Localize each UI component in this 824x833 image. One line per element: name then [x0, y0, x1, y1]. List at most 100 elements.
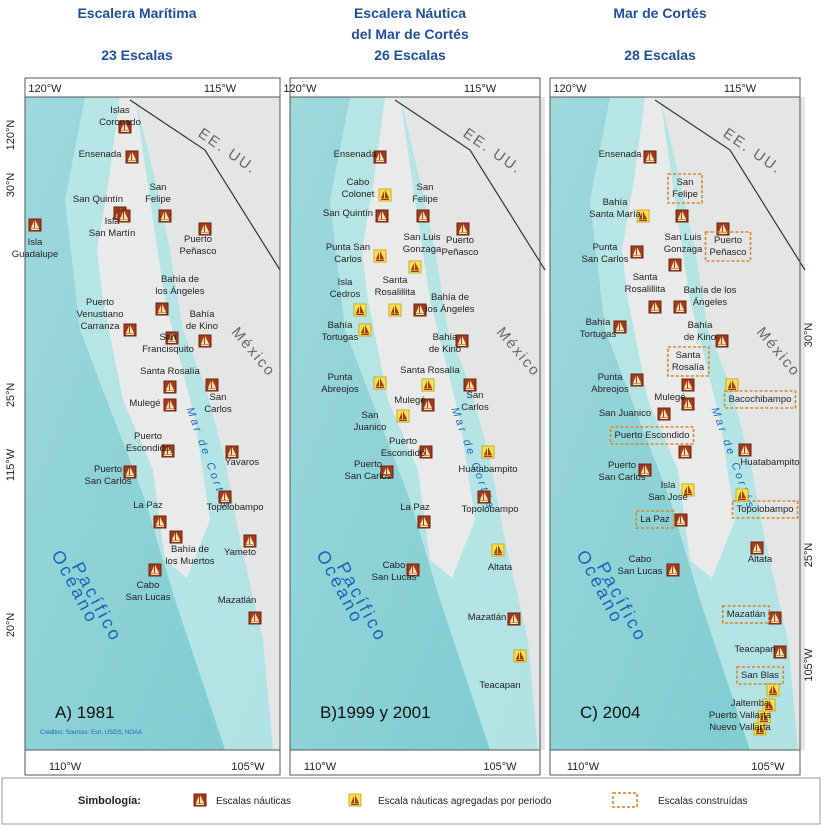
built-box — [635, 510, 675, 529]
marker-sail — [161, 212, 164, 219]
coord-label: 115°W — [724, 83, 757, 95]
port-marker — [762, 698, 776, 712]
port-marker — [657, 407, 671, 421]
header-line: Mar de Cortés — [613, 5, 707, 21]
marker-hull — [246, 544, 254, 546]
port-marker — [218, 490, 232, 504]
marker-sail — [775, 613, 779, 621]
marker-sail — [196, 796, 199, 803]
marker-sail — [651, 303, 654, 310]
place-label: San — [677, 177, 694, 188]
marker-hull — [756, 732, 764, 734]
header-line: 28 Escalas — [624, 47, 696, 63]
port-marker — [373, 249, 387, 263]
place-label: Rosalía — [672, 362, 705, 373]
place-label: Carlos — [461, 402, 489, 413]
marker-sail — [676, 303, 679, 310]
port-marker — [481, 445, 495, 459]
built-box — [704, 231, 752, 262]
marker-sail — [221, 493, 224, 500]
place-label: Felipe — [672, 189, 698, 200]
marker-sail — [718, 337, 721, 344]
coord-label: 25°N — [803, 543, 815, 568]
port-marker — [681, 483, 695, 497]
place-label: San — [210, 392, 227, 403]
port-marker — [513, 649, 527, 663]
place-label: Jaltemba — [731, 698, 770, 709]
marker-hull — [484, 455, 492, 457]
marker-sail — [422, 448, 425, 455]
port-marker — [773, 645, 787, 659]
marker-sail — [35, 220, 39, 228]
coord-label: 105°W — [231, 761, 265, 773]
marker-sail — [160, 517, 164, 525]
place-label: Isla — [105, 216, 121, 227]
marker-hull — [420, 525, 428, 527]
place-label: Bahía — [586, 317, 612, 328]
marker-sail — [201, 225, 204, 232]
marker-sail — [411, 263, 414, 270]
marker-hull — [616, 330, 624, 332]
place-label: San Lucas — [126, 592, 171, 603]
place-label: los Muertos — [165, 556, 214, 567]
place-label: Bahía — [433, 332, 459, 343]
place-label: Punta — [593, 242, 619, 253]
place-label: Huatabampito — [740, 457, 799, 468]
header-line: Escalera Marítima — [77, 5, 196, 21]
marker-sail — [124, 211, 128, 219]
port-marker — [225, 445, 239, 459]
place-label: Ángeles — [693, 297, 728, 308]
marker-sail — [165, 211, 169, 219]
marker-sail — [664, 409, 668, 417]
port-marker — [373, 376, 387, 390]
port-marker — [358, 323, 372, 337]
marker-hull — [459, 232, 467, 234]
place-label: Carlos — [204, 404, 232, 415]
place-label: Cabo — [629, 554, 652, 565]
place-label: Carranza — [80, 321, 120, 332]
place-label: San Quintín — [323, 208, 373, 219]
port-marker — [735, 488, 749, 502]
place-label: Abreojos — [591, 384, 629, 395]
marker-sail — [678, 212, 681, 219]
place-label: Bahía — [688, 320, 714, 331]
place-label: San Quintín — [73, 194, 123, 205]
port-marker — [123, 323, 137, 337]
port-marker — [681, 397, 695, 411]
marker-sail — [459, 225, 462, 232]
place-label: Santa — [676, 350, 702, 361]
marker-sail — [498, 545, 502, 553]
port-marker — [421, 378, 435, 392]
marker-sail — [688, 485, 692, 493]
marker-sail — [378, 212, 381, 219]
marker-sail — [760, 724, 764, 732]
marker-hull — [660, 417, 668, 419]
credits: Créditos: Sources: Esri, USGS, NOAA — [40, 730, 142, 736]
place-label: Huatabampito — [458, 464, 517, 475]
marker-sail — [645, 465, 649, 473]
place-label: Altata — [748, 554, 773, 565]
marker-sail — [650, 152, 654, 160]
marker-sail — [655, 302, 659, 310]
marker-sail — [376, 379, 379, 386]
marker-hull — [424, 388, 432, 390]
port-marker — [380, 465, 394, 479]
marker-sail — [728, 381, 731, 388]
marker-hull — [760, 720, 768, 722]
place-label: Peñasco — [710, 247, 747, 258]
port-marker — [675, 209, 689, 223]
marker-hull — [391, 313, 399, 315]
marker-sail — [232, 447, 236, 455]
marker-sail — [732, 380, 736, 388]
port-marker — [248, 611, 262, 625]
marker-sail — [351, 796, 354, 803]
place-label: Punta San — [326, 242, 370, 253]
marker-hull — [376, 386, 384, 388]
marker-sail — [616, 323, 619, 330]
place-label: Juanico — [354, 422, 387, 433]
marker-sail — [205, 224, 209, 232]
marker-hull — [166, 408, 174, 410]
place-label: Carlos — [334, 254, 362, 265]
place-label: San Lucas — [618, 566, 663, 577]
